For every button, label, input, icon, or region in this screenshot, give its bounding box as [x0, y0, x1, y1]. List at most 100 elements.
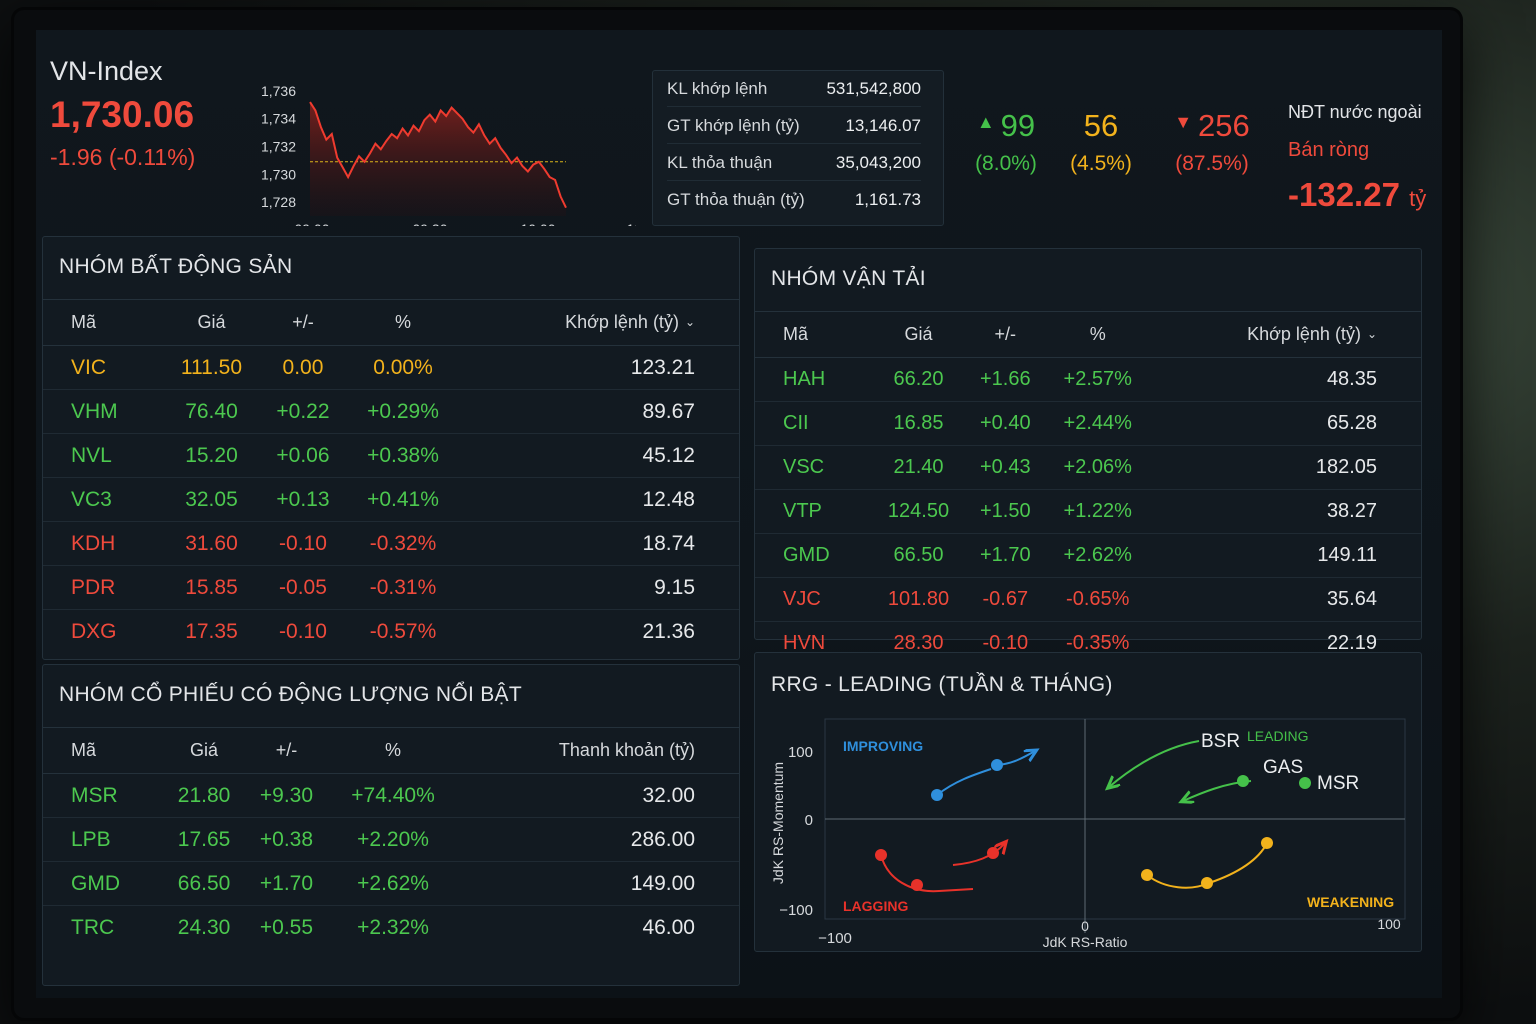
percent-cell: -0.31% — [345, 565, 461, 610]
symbol-cell[interactable]: CII — [755, 401, 871, 446]
col-header-symbol[interactable]: Mã — [43, 299, 163, 346]
table-row[interactable]: DXG 17.35 -0.10 -0.57% 21.36 — [43, 610, 739, 654]
y-tick-label: 0 — [805, 812, 813, 829]
percent-cell: +2.62% — [1044, 533, 1151, 578]
price-cell: 17.35 — [185, 619, 238, 643]
symbol-cell[interactable]: TRC — [71, 915, 115, 939]
price-cell: 28.30 — [893, 632, 944, 655]
col-header-percent[interactable]: % — [327, 727, 459, 774]
table-row[interactable]: TRC 24.30 +0.55 +2.32% 46.00 — [43, 906, 739, 950]
change-cell: 0.00 — [260, 345, 346, 390]
table-row[interactable]: NVL 15.20 +0.06 +0.38% 45.12 — [43, 433, 739, 478]
decliners-count: 256 — [1198, 108, 1250, 143]
breadth-decliners: ▼ 256 (87.5%) — [1162, 108, 1262, 176]
chevron-down-icon[interactable]: ⌄ — [684, 315, 695, 329]
table-row[interactable]: CII 16.85 +0.40 +2.44% 65.28 — [755, 401, 1421, 446]
price-cell: 24.30 — [177, 915, 231, 939]
symbol-cell[interactable]: VTP — [755, 489, 871, 534]
symbol-cell[interactable]: VSC — [755, 445, 871, 490]
y-tick-label: 1,736 — [261, 83, 296, 99]
symbol-cell[interactable]: DXG — [71, 619, 117, 643]
table-row[interactable]: VJC 101.80 -0.67 -0.65% 35.64 — [755, 577, 1421, 622]
change-cell: +0.06 — [260, 433, 346, 478]
rrg-label-bsr: BSR — [1201, 731, 1240, 752]
table-row[interactable]: VHM 76.40 +0.22 +0.29% 89.67 — [43, 389, 739, 434]
symbol-cell[interactable]: VJC — [755, 577, 871, 622]
symbol-cell[interactable]: MSR — [43, 773, 164, 818]
table-row[interactable]: VC3 32.05 +0.13 +0.41% 12.48 — [43, 477, 739, 522]
rrg-point-weakening — [1141, 869, 1153, 881]
volume-cell: 48.35 — [1150, 357, 1421, 402]
col-header-price[interactable]: Giá — [162, 299, 261, 346]
table-row[interactable]: HAH 66.20 +1.66 +2.57% 48.35 — [755, 357, 1421, 402]
table-row[interactable]: LPB 17.65 +0.38 +2.20% 286.00 — [43, 817, 739, 862]
stat-value: 13,146.07 — [845, 115, 921, 135]
symbol-cell[interactable]: HVN — [783, 632, 826, 655]
symbol-cell[interactable]: VIC — [43, 345, 163, 390]
volume-cell: 21.36 — [642, 619, 695, 643]
advancers-count: 99 — [1000, 108, 1036, 143]
table-row[interactable]: HVN 28.30 -0.10 -0.35% 22.19 — [755, 622, 1421, 666]
col-header-price[interactable]: Giá — [870, 311, 966, 358]
volume-cell: 46.00 — [642, 915, 695, 939]
symbol-cell[interactable]: HAH — [755, 357, 871, 402]
col-header-percent[interactable]: % — [1044, 311, 1151, 358]
symbol-cell[interactable]: VC3 — [43, 477, 163, 522]
percent-cell: -0.57% — [369, 619, 437, 643]
foreign-unit: tỷ — [1409, 186, 1427, 211]
col-header-change[interactable]: +/- — [966, 311, 1045, 358]
volume-cell: 149.00 — [458, 861, 739, 906]
volume-cell: 65.28 — [1150, 401, 1421, 446]
table-row[interactable]: GMD 66.50 +1.70 +2.62% 149.00 — [43, 861, 739, 906]
price-cell: 17.65 — [163, 817, 246, 862]
volume-cell: 35.64 — [1150, 577, 1421, 622]
table-row[interactable]: VIC 111.50 0.00 0.00% 123.21 — [43, 345, 739, 390]
change-cell: +0.13 — [260, 477, 346, 522]
symbol-cell[interactable]: PDR — [43, 565, 163, 610]
y-tick-label: −100 — [779, 902, 813, 919]
quadrant-label-improving: IMPROVING — [843, 738, 923, 754]
unchanged-count: 56 — [1083, 108, 1119, 143]
col-header-change[interactable]: +/- — [260, 299, 346, 346]
price-cell: 32.05 — [162, 477, 261, 522]
change-cell: -0.10 — [260, 521, 346, 566]
col-header-volume-sort[interactable]: Khớp lệnh (tỷ) ⌄ — [1150, 311, 1421, 358]
symbol-cell[interactable]: NVL — [43, 433, 163, 478]
symbol-cell[interactable]: GMD — [43, 861, 164, 906]
volume-cell: 149.11 — [1150, 533, 1421, 578]
symbol-cell[interactable]: VHM — [43, 389, 163, 434]
col-header-change[interactable]: +/- — [245, 727, 328, 774]
table-row[interactable]: GMD 66.50 +1.70 +2.62% 149.11 — [755, 533, 1421, 578]
col-header-liquidity[interactable]: Thanh khoản (tỷ) — [458, 727, 739, 774]
table-row[interactable]: PDR 15.85 -0.05 -0.31% 9.15 — [43, 565, 739, 610]
volume-cell: 286.00 — [458, 817, 739, 862]
table-row[interactable]: VSC 21.40 +0.43 +2.06% 182.05 — [755, 445, 1421, 490]
x-tick-label: 09:30 — [412, 221, 447, 226]
y-axis-label: JdK RS-Momentum — [770, 762, 786, 884]
foreign-side: Bán ròng — [1288, 139, 1370, 161]
symbol-cell[interactable]: GMD — [755, 533, 871, 578]
panel-real-estate: NHÓM BẤT ĐỘNG SẢN Mã Giá +/- % Khớp lệnh… — [42, 236, 740, 660]
col-header-price[interactable]: Giá — [163, 727, 246, 774]
table-row[interactable]: MSR 21.80 +9.30 +74.40% 32.00 — [43, 773, 739, 818]
col-header-percent[interactable]: % — [345, 299, 461, 346]
up-arrow-icon: ▲ — [976, 112, 995, 132]
table-row[interactable]: VTP 124.50 +1.50 +1.22% 38.27 — [755, 489, 1421, 534]
col-header-volume-sort[interactable]: Khớp lệnh (tỷ) ⌄ — [460, 299, 739, 346]
table-row[interactable]: KDH 31.60 -0.10 -0.32% 18.74 — [43, 521, 739, 566]
panel-transport: NHÓM VẬN TẢI Mã Giá +/- % Khớp lệnh (tỷ)… — [754, 248, 1422, 654]
panel-momentum: NHÓM CỔ PHIẾU CÓ ĐỘNG LƯỢNG NỔI BẬT Mã G… — [42, 664, 740, 986]
volume-cell: 182.05 — [1150, 445, 1421, 490]
symbol-cell[interactable]: LPB — [43, 817, 164, 862]
stat-value: 1,161.73 — [854, 190, 921, 209]
col-header-symbol[interactable]: Mã — [43, 727, 164, 774]
quadrant-label-leading: LEADING — [1247, 728, 1308, 744]
price-cell: 111.50 — [162, 345, 261, 390]
col-header-symbol[interactable]: Mã — [755, 311, 871, 358]
rrg-trail-lagging — [952, 843, 1005, 866]
chevron-down-icon[interactable]: ⌄ — [1366, 327, 1377, 341]
monitor-frame: VN-Index 1,730.06 -1.96 (-0.11%) 1,736 1,… — [14, 10, 1460, 1018]
symbol-cell[interactable]: KDH — [43, 521, 163, 566]
stat-value: 531,542,800 — [826, 78, 921, 98]
price-cell: 124.50 — [870, 489, 966, 534]
